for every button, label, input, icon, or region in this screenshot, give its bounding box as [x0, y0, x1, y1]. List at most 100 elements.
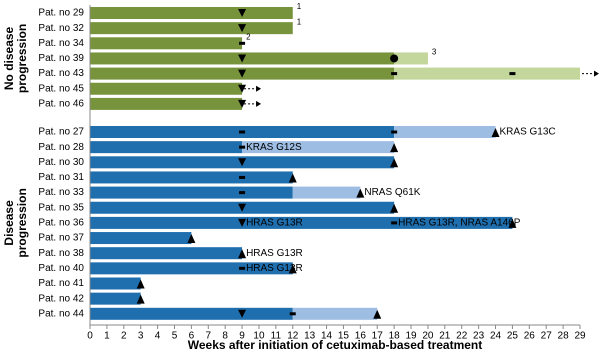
x-tick-label: 7 [205, 331, 211, 342]
patient-label: Pat. no 28 [38, 142, 84, 153]
marker-dash [239, 266, 246, 270]
patient-label: Pat. no 29 [38, 8, 84, 19]
group-label: Disease [2, 200, 16, 246]
x-tick-label: 2 [121, 331, 127, 342]
marker-down [238, 218, 247, 227]
marker-down [238, 69, 247, 78]
bar-dark [90, 277, 141, 290]
marker-up [508, 218, 517, 228]
x-axis-label: Weeks after initiation of cetuximab-base… [188, 338, 483, 352]
marker-arrow [582, 70, 599, 77]
bar-dark [90, 141, 243, 154]
bar-dark [90, 171, 293, 184]
x-tick-label: 21 [439, 331, 451, 342]
patient-label: Pat. no 41 [38, 278, 84, 289]
patient-label: Pat. no 40 [38, 263, 84, 274]
bar-dark [90, 262, 293, 275]
annotation: KRAS G12S [246, 142, 302, 153]
group-label: progression [15, 188, 29, 257]
marker-up [288, 264, 297, 274]
x-tick-label: 8 [222, 331, 228, 342]
patient-label: Pat. no 37 [38, 233, 84, 244]
x-tick-label: 13 [304, 331, 316, 342]
group-label: No disease [2, 26, 16, 90]
bar-light [292, 307, 378, 320]
marker-circle [390, 54, 399, 63]
arrow-head [256, 100, 262, 107]
bar-dark [90, 292, 141, 305]
arrow-head [594, 70, 599, 77]
x-tick-label: 29 [574, 331, 586, 342]
marker-up [373, 309, 382, 319]
marker-down [238, 84, 247, 93]
bar-dark [90, 232, 192, 245]
x-tick-label: 5 [172, 331, 178, 342]
patient-label: Pat. no 36 [38, 218, 84, 229]
x-tick-label: 25 [507, 331, 519, 342]
bar-dark [90, 97, 243, 110]
bar-light [242, 141, 395, 154]
bar-light [394, 67, 580, 80]
patient-label: Pat. no 42 [38, 293, 84, 304]
patient-label: Pat. no 27 [38, 127, 84, 138]
marker-down [238, 309, 247, 318]
bar-light [394, 126, 496, 138]
marker-down [238, 24, 247, 33]
x-tick-label: 27 [541, 331, 553, 342]
bar-dark [90, 247, 243, 260]
bar-dark [90, 216, 513, 229]
x-tick-label: 4 [155, 331, 161, 342]
x-tick-label: 14 [321, 331, 333, 342]
marker-up [390, 143, 399, 153]
marker-up [390, 203, 399, 213]
marker-arrow [244, 85, 262, 92]
marker-arrow [244, 100, 262, 107]
arrow-head [256, 85, 262, 92]
marker-up [238, 249, 247, 259]
marker-up [187, 234, 196, 244]
marker-up [288, 173, 297, 183]
x-tick-label: 12 [287, 331, 299, 342]
x-tick-label: 3 [138, 331, 144, 342]
bar-dark [90, 82, 243, 95]
annotation: HRAS G13R, NRAS A146P [398, 218, 521, 229]
x-tick-label: 16 [355, 331, 367, 342]
marker-dash [391, 130, 398, 134]
annotation: KRAS G13C [500, 127, 556, 138]
marker-up [390, 158, 399, 168]
bar-dark [90, 186, 293, 199]
x-tick-label: 10 [253, 331, 265, 342]
annotation: 1 [297, 2, 302, 11]
marker-up [136, 294, 145, 304]
x-tick-label: 20 [422, 331, 434, 342]
marker-down [238, 203, 247, 212]
annotation: 1 [297, 17, 302, 26]
patient-label: Pat. no 46 [38, 99, 84, 110]
marker-dash [239, 41, 246, 45]
x-tick-label: 9 [239, 331, 245, 342]
marker-dash [289, 312, 296, 316]
marker-dash [239, 191, 246, 195]
bar-dark [90, 22, 293, 35]
x-tick-label: 18 [389, 331, 401, 342]
patient-label: Pat. no 44 [38, 308, 84, 319]
patient-label: Pat. no 38 [38, 248, 84, 259]
patient-label: Pat. no 33 [38, 187, 84, 198]
patient-label: Pat. no 39 [38, 53, 84, 64]
x-tick-label: 26 [524, 331, 536, 342]
bar-dark [90, 37, 243, 50]
patient-label: Pat. no 31 [38, 172, 84, 183]
x-tick-label: 22 [456, 331, 468, 342]
marker-dash [391, 72, 398, 76]
x-tick-label: 15 [338, 331, 350, 342]
marker-dash [509, 72, 516, 76]
group-label: progression [15, 24, 29, 93]
annotation: HRAS G13R [246, 248, 303, 259]
patient-label: Pat. no 45 [38, 83, 84, 94]
patient-label: Pat. no 34 [38, 38, 84, 49]
annotation: NRAS Q61K [364, 187, 420, 198]
bar-dark [90, 307, 293, 320]
patient-label: Pat. no 30 [38, 157, 84, 168]
marker-down [238, 158, 247, 167]
